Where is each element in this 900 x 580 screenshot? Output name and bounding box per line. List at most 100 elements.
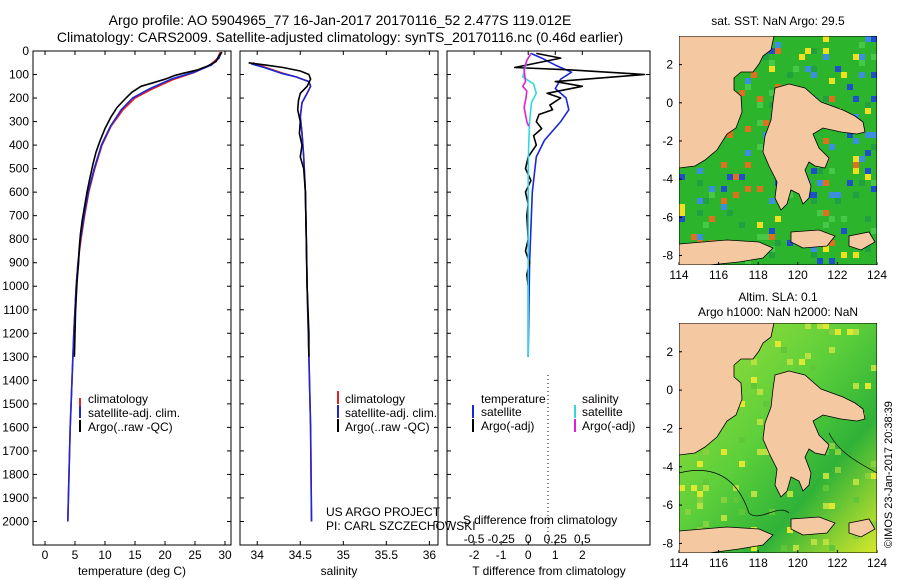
salinity-axes-frame xyxy=(239,50,439,546)
map-y-tick-label: -4 xyxy=(662,172,673,186)
map-cell xyxy=(829,216,835,222)
map-cell xyxy=(835,467,841,473)
temperature-chart: 0 5 10 15 20 25 300100200300400500600700800900… xyxy=(2,44,232,562)
map-cell xyxy=(829,240,835,246)
sla-land-island xyxy=(790,516,836,536)
map-y-tick-label: 2 xyxy=(666,345,673,359)
sla-map-canvas xyxy=(679,323,877,553)
legend-label-t-argo: Argo(-adj) xyxy=(481,419,534,433)
map-cell xyxy=(757,144,763,150)
series-line-salinity-argo-adj- xyxy=(521,52,532,127)
x-tick-label: -2 xyxy=(469,548,480,562)
y-tick-label: 100 xyxy=(9,68,29,82)
map-x-tick-label: 116 xyxy=(709,268,728,282)
map-cell xyxy=(721,449,727,455)
map-cell xyxy=(751,545,757,551)
y-tick-label: 400 xyxy=(9,138,29,152)
map-cell xyxy=(709,192,715,198)
map-cell xyxy=(739,509,745,515)
map-cell xyxy=(817,258,823,264)
legend-label-climatology: climatology xyxy=(345,392,405,406)
map-x-tick-label: 118 xyxy=(749,556,768,570)
map-y-tick-label: 0 xyxy=(666,383,673,397)
y-tick-label: 1900 xyxy=(2,491,29,505)
salinity-legend: climatology satellite-adj. clim. Argo(..… xyxy=(337,391,437,434)
map-x-tick-label: 122 xyxy=(827,268,847,282)
map-cell xyxy=(853,329,859,335)
temperature-legend: climatology satellite-adj. clim. Argo(..… xyxy=(79,392,180,434)
x-tick-label: 34 xyxy=(251,548,265,562)
map-cell xyxy=(829,96,835,102)
map-cell xyxy=(853,162,859,168)
map-y-tick-label: -2 xyxy=(662,134,673,148)
map-cell xyxy=(697,497,703,503)
map-cell xyxy=(835,449,841,455)
map-cell xyxy=(703,521,709,527)
map-cell xyxy=(817,210,823,216)
difference-axes-frame xyxy=(446,50,651,546)
map-cell xyxy=(823,96,829,102)
map-cell xyxy=(853,252,859,258)
map-cell xyxy=(757,419,763,425)
map-cell xyxy=(757,96,763,102)
x-tick-label: 5 xyxy=(72,548,79,562)
map-x-tick-label: 120 xyxy=(788,556,808,570)
sst-land-sulawesi xyxy=(762,83,866,211)
map-cell xyxy=(811,539,817,545)
map-cell xyxy=(859,156,865,162)
map-cell xyxy=(841,72,847,78)
map-cell xyxy=(703,222,709,228)
y-tick-label: 700 xyxy=(9,209,29,223)
salinity-xlabel: salinity xyxy=(321,564,358,578)
map-cell xyxy=(859,323,865,329)
map-cell xyxy=(811,246,817,252)
map-cell xyxy=(817,168,823,174)
map-cell xyxy=(865,132,871,138)
map-cell xyxy=(871,365,877,371)
series-line-climatology xyxy=(67,51,221,522)
map-cell xyxy=(871,473,877,479)
map-cell xyxy=(691,485,697,491)
legend-header-salinity: salinity xyxy=(582,392,619,406)
map-cell xyxy=(757,234,763,240)
map-cell xyxy=(727,210,733,216)
sla-map-title-1: Altim. SLA: 0.1 xyxy=(738,290,818,304)
sla-land-south-islands xyxy=(679,526,774,553)
x-tick-label-top: -0.25 xyxy=(487,532,515,546)
map-cell xyxy=(697,503,703,509)
series-line-climatology xyxy=(252,62,313,522)
map-cell xyxy=(865,174,871,180)
map-cell xyxy=(829,168,835,174)
map-cell xyxy=(769,252,775,258)
map-cell xyxy=(835,329,841,335)
series-line-argo-raw-qc- xyxy=(73,51,223,357)
map-cell xyxy=(859,180,865,186)
map-y-tick-label: -6 xyxy=(662,210,673,224)
map-cell xyxy=(823,36,829,42)
map-cell xyxy=(859,54,865,60)
map-cell xyxy=(757,120,763,126)
map-cell xyxy=(871,186,877,192)
salinity-chart: 34 34.5 35 35.5 36 xyxy=(240,50,438,562)
y-tick-label: 1500 xyxy=(2,397,29,411)
map-cell xyxy=(829,347,835,353)
map-cell xyxy=(775,42,781,48)
map-cell xyxy=(859,60,865,66)
map-cell xyxy=(787,491,793,497)
y-tick-label: 0 xyxy=(22,44,29,58)
map-cell xyxy=(871,72,877,78)
map-cell xyxy=(739,401,745,407)
map-cell xyxy=(811,66,817,72)
map-cell xyxy=(823,180,829,186)
x-tick-label: 35 xyxy=(337,548,351,562)
map-cell xyxy=(685,509,691,515)
map-cell xyxy=(727,132,733,138)
y-tick-label: 800 xyxy=(9,232,29,246)
map-cell xyxy=(787,527,793,533)
map-cell xyxy=(829,503,835,509)
map-cell xyxy=(823,210,829,216)
map-cell xyxy=(739,461,745,467)
map-cell xyxy=(745,150,751,156)
map-x-tick-label: 124 xyxy=(867,268,887,282)
map-cell xyxy=(871,36,877,42)
